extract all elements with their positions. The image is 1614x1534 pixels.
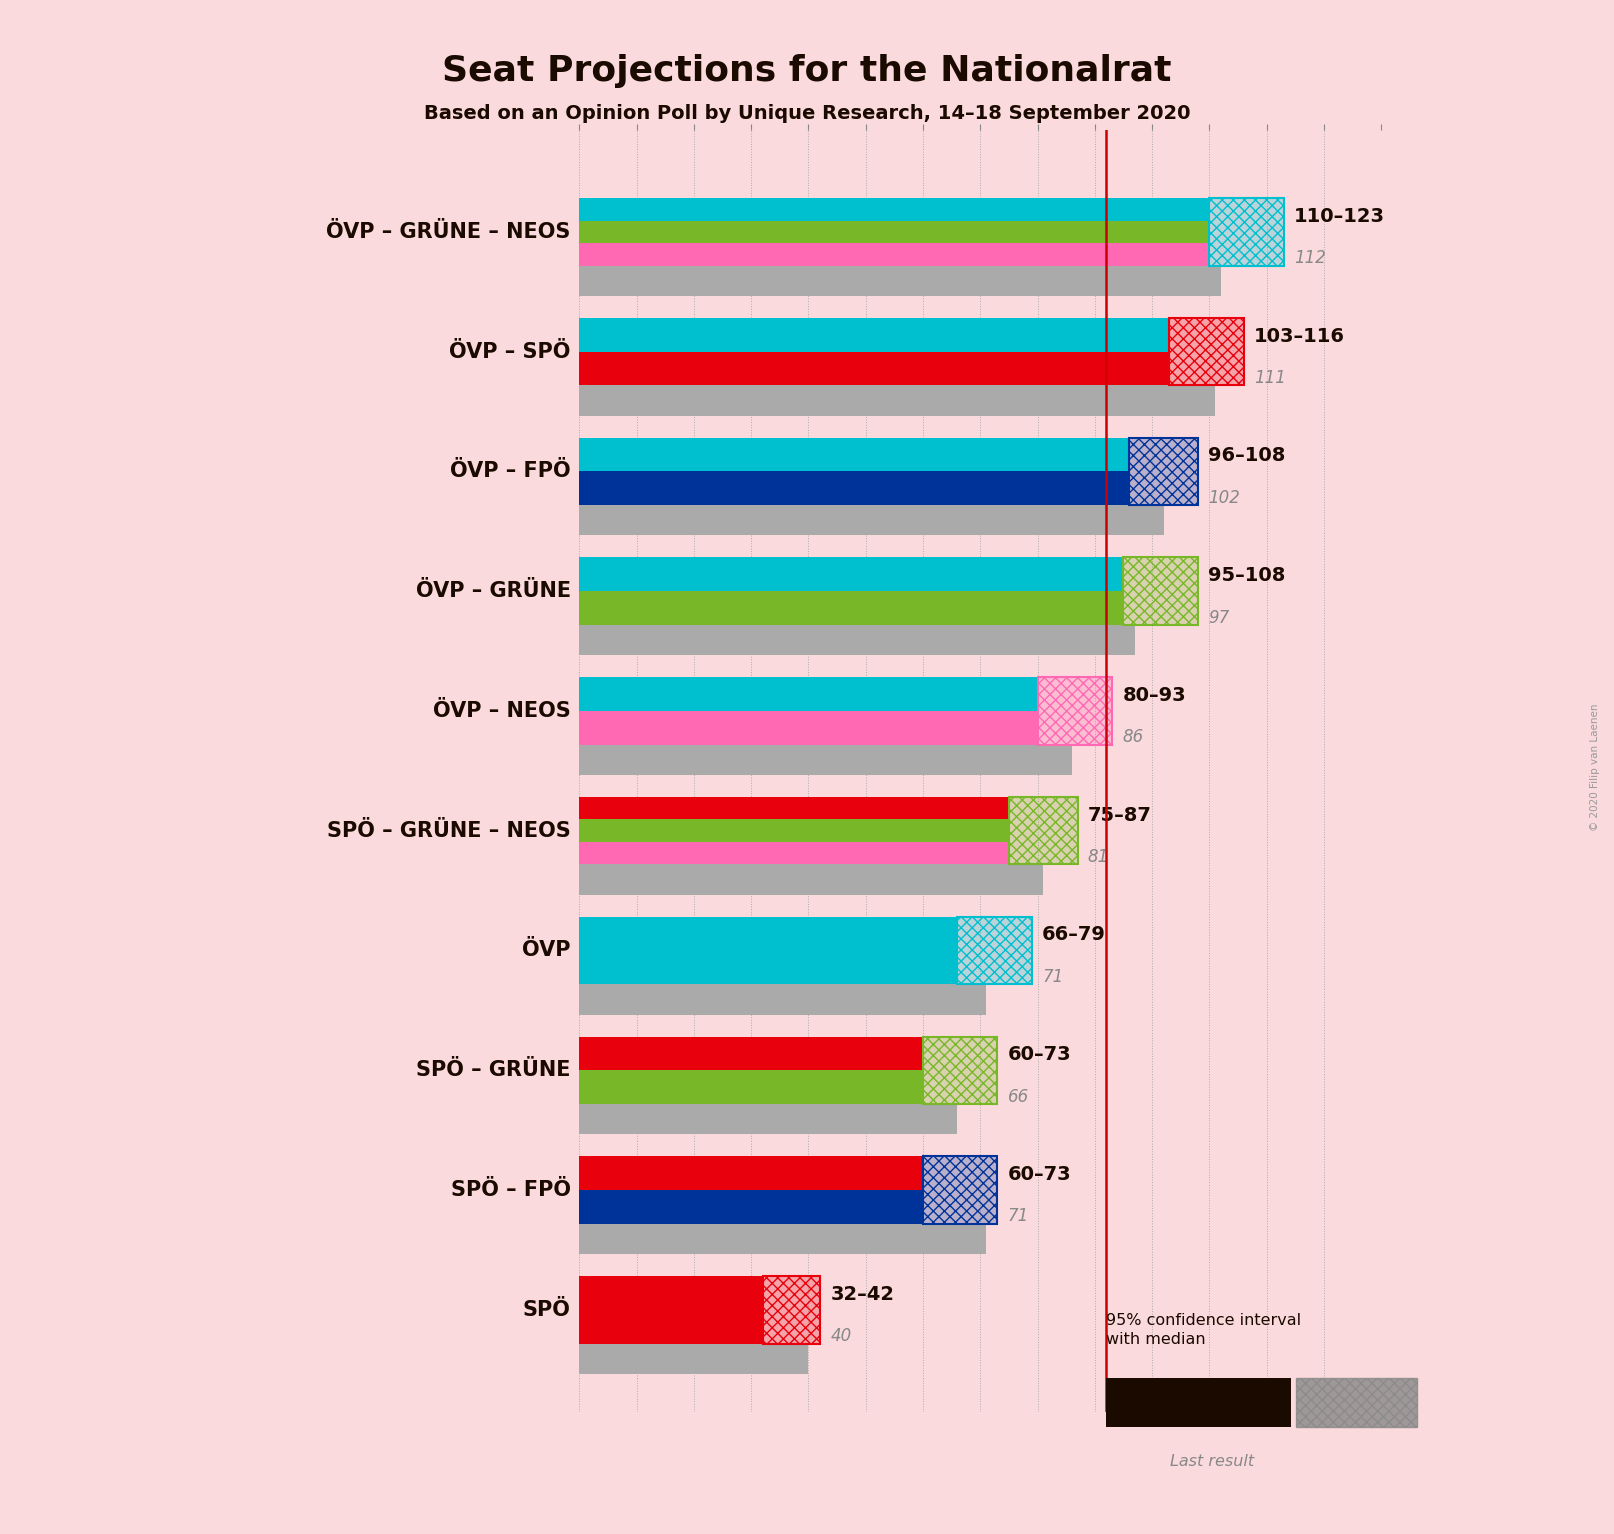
Bar (579, 557, 1123, 591)
Text: 95% confidence interval
with median: 95% confidence interval with median (1106, 1313, 1301, 1347)
Bar (579, 505, 1164, 535)
Bar (579, 864, 1043, 894)
Bar (579, 385, 1215, 416)
Text: ÖVP – SPÖ: ÖVP – SPÖ (449, 342, 571, 362)
Text: SPÖ: SPÖ (523, 1299, 571, 1319)
Text: ÖVP – GRÜNE – NEOS: ÖVP – GRÜNE – NEOS (326, 222, 571, 242)
Text: Based on an Opinion Poll by Unique Research, 14–18 September 2020: Based on an Opinion Poll by Unique Resea… (424, 104, 1190, 123)
Bar (923, 1037, 997, 1104)
Text: 110–123: 110–123 (1294, 207, 1385, 225)
Text: 111: 111 (1254, 370, 1286, 387)
Text: ÖVP – FPÖ: ÖVP – FPÖ (450, 462, 571, 482)
Bar (579, 917, 957, 985)
Bar (1123, 557, 1198, 624)
Bar (923, 1037, 997, 1104)
Text: SPÖ – GRÜNE – NEOS: SPÖ – GRÜNE – NEOS (328, 821, 571, 841)
Text: 66: 66 (1007, 1088, 1030, 1106)
Text: 81: 81 (1088, 848, 1109, 867)
Text: 102: 102 (1209, 489, 1240, 506)
Bar (579, 221, 1209, 242)
Bar (579, 1223, 986, 1255)
Bar (579, 1190, 923, 1224)
Bar (579, 318, 1169, 351)
Bar (579, 983, 986, 1014)
Bar (579, 1276, 763, 1344)
Text: 80–93: 80–93 (1122, 686, 1186, 706)
Bar (579, 591, 1123, 624)
Text: 95–108: 95–108 (1209, 566, 1286, 584)
Bar (1169, 318, 1244, 385)
Bar (579, 1157, 923, 1190)
Bar (1009, 798, 1078, 865)
Bar (579, 819, 1009, 842)
Text: 71: 71 (1043, 968, 1064, 986)
Bar (579, 1103, 957, 1134)
Text: Seat Projections for the Nationalrat: Seat Projections for the Nationalrat (442, 54, 1172, 87)
Bar (1209, 198, 1283, 265)
Bar (763, 1276, 820, 1344)
Text: 32–42: 32–42 (830, 1285, 894, 1304)
Bar (579, 1071, 923, 1104)
Text: 60–73: 60–73 (1007, 1164, 1072, 1184)
Bar (957, 917, 1031, 985)
Text: ÖVP – GRÜNE: ÖVP – GRÜNE (416, 581, 571, 601)
Bar (579, 265, 1220, 296)
Bar (1169, 318, 1244, 385)
Bar (579, 437, 1130, 471)
Bar (579, 351, 1169, 385)
Bar (1209, 198, 1283, 265)
Bar (579, 676, 1038, 710)
Bar (579, 798, 1009, 819)
Text: 112: 112 (1294, 249, 1327, 267)
Bar (763, 1276, 820, 1344)
Text: 66–79: 66–79 (1043, 925, 1106, 945)
Bar (579, 1037, 923, 1071)
Bar (1038, 676, 1112, 744)
Text: 75–87: 75–87 (1088, 805, 1152, 825)
Bar (579, 842, 1009, 865)
Text: 60–73: 60–73 (1007, 1045, 1072, 1065)
Bar (579, 1342, 809, 1374)
Bar (579, 744, 1072, 775)
Text: Last result: Last result (1170, 1454, 1254, 1470)
Text: ÖVP: ÖVP (523, 940, 571, 960)
Bar (957, 917, 1031, 985)
Bar (923, 1157, 997, 1224)
Text: 71: 71 (1007, 1207, 1030, 1226)
Bar (1130, 437, 1198, 505)
Bar (1038, 676, 1112, 744)
Text: SPÖ – GRÜNE: SPÖ – GRÜNE (416, 1060, 571, 1080)
Text: 86: 86 (1122, 729, 1144, 747)
Text: © 2020 Filip van Laenen: © 2020 Filip van Laenen (1590, 703, 1599, 831)
Text: 40: 40 (830, 1327, 852, 1345)
Bar (579, 624, 1135, 655)
Bar (1009, 798, 1078, 865)
Text: 103–116: 103–116 (1254, 327, 1344, 345)
Text: ÖVP – NEOS: ÖVP – NEOS (433, 701, 571, 721)
Bar (923, 1157, 997, 1224)
Bar (579, 242, 1209, 265)
Bar (1123, 557, 1198, 624)
Bar (579, 198, 1209, 221)
Bar (579, 710, 1038, 744)
Bar (579, 471, 1130, 505)
Bar (1130, 437, 1198, 505)
Text: 97: 97 (1209, 609, 1230, 626)
Text: SPÖ – FPÖ: SPÖ – FPÖ (450, 1180, 571, 1200)
Text: 96–108: 96–108 (1209, 446, 1286, 465)
